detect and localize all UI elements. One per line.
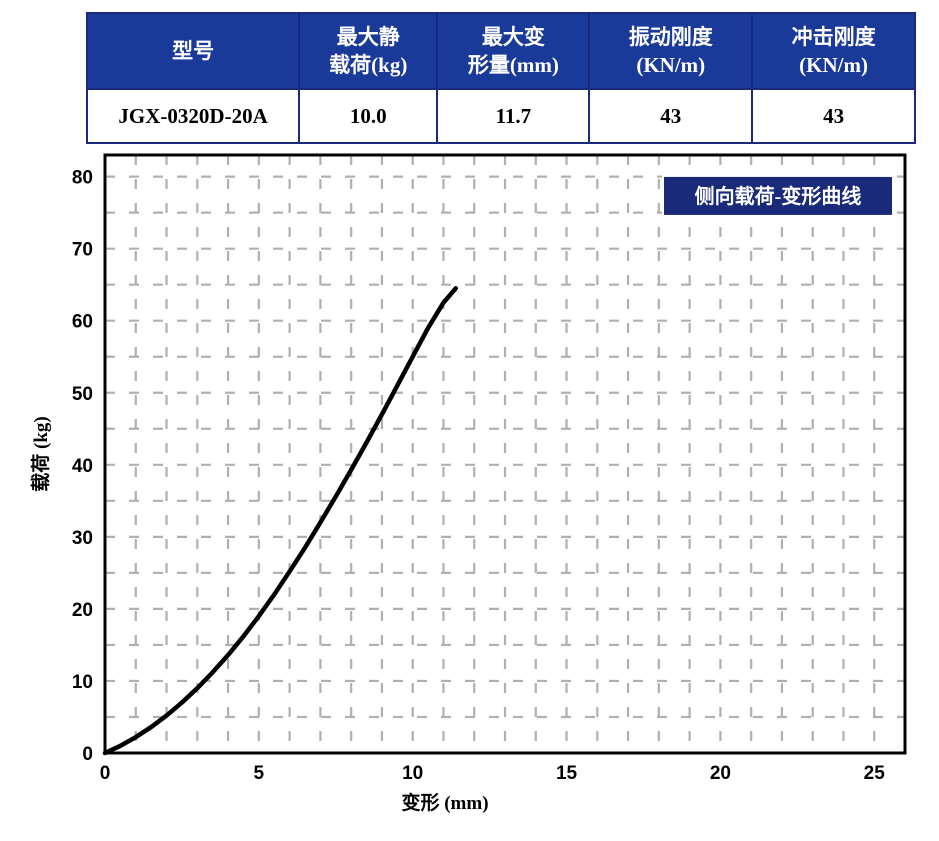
svg-text:30: 30: [72, 528, 93, 549]
col-header-maxload: 最大静 载荷(kg): [299, 13, 437, 89]
col-header-model: 型号: [87, 13, 299, 89]
chart-title-text: 侧向载荷-变形曲线: [695, 184, 862, 208]
line-chart: 0 5 10 15 20 25 0 10 20 30 40 50 60 70 80 变形 (mm) 载荷 (kg…: [20, 145, 920, 825]
col-header-vibstiff: 振动刚度 (KN/m): [589, 13, 752, 89]
cell-model: JGX-0320D-20A: [87, 89, 299, 143]
table-header-row: 型号 最大静 载荷(kg) 最大变 形量(mm) 振动刚度 (KN/m) 冲击刚…: [87, 13, 915, 89]
header-label: (KN/m): [636, 53, 705, 77]
table-row: JGX-0320D-20A 10.0 11.7 43 43: [87, 89, 915, 143]
svg-text:20: 20: [710, 763, 731, 784]
header-label: 最大变: [482, 25, 545, 49]
svg-text:80: 80: [72, 168, 93, 189]
col-header-impstiff: 冲击刚度 (KN/m): [752, 13, 915, 89]
svg-text:25: 25: [864, 763, 886, 784]
cell-vibstiff: 43: [589, 89, 752, 143]
y-axis-label: 载荷 (kg): [29, 416, 52, 491]
x-axis-label: 变形 (mm): [401, 791, 488, 814]
header-label: 振动刚度: [629, 25, 713, 49]
svg-text:20: 20: [72, 600, 93, 621]
svg-text:0: 0: [82, 744, 93, 765]
cell-maxdeform: 11.7: [437, 89, 589, 143]
header-label: (KN/m): [799, 53, 868, 77]
header-label: 载荷(kg): [329, 53, 407, 77]
svg-text:10: 10: [402, 763, 423, 784]
header-label: 形量(mm): [468, 53, 559, 77]
svg-text:15: 15: [556, 763, 578, 784]
header-label: 冲击刚度: [792, 25, 876, 49]
svg-text:70: 70: [72, 240, 93, 261]
svg-text:50: 50: [72, 384, 93, 405]
cell-impstiff: 43: [752, 89, 915, 143]
col-header-maxdeform: 最大变 形量(mm): [437, 13, 589, 89]
header-label: 最大静: [337, 25, 400, 49]
cell-maxload: 10.0: [299, 89, 437, 143]
header-label: 型号: [172, 39, 214, 63]
svg-text:0: 0: [100, 763, 111, 784]
chart-area: 0 5 10 15 20 25 0 10 20 30 40 50 60 70 80 变形 (mm) 载荷 (kg…: [20, 145, 920, 825]
svg-text:10: 10: [72, 672, 93, 693]
svg-text:40: 40: [72, 456, 93, 477]
svg-text:5: 5: [254, 763, 265, 784]
spec-table: 型号 最大静 载荷(kg) 最大变 形量(mm) 振动刚度 (KN/m) 冲击刚…: [86, 12, 916, 144]
svg-text:60: 60: [72, 312, 93, 333]
